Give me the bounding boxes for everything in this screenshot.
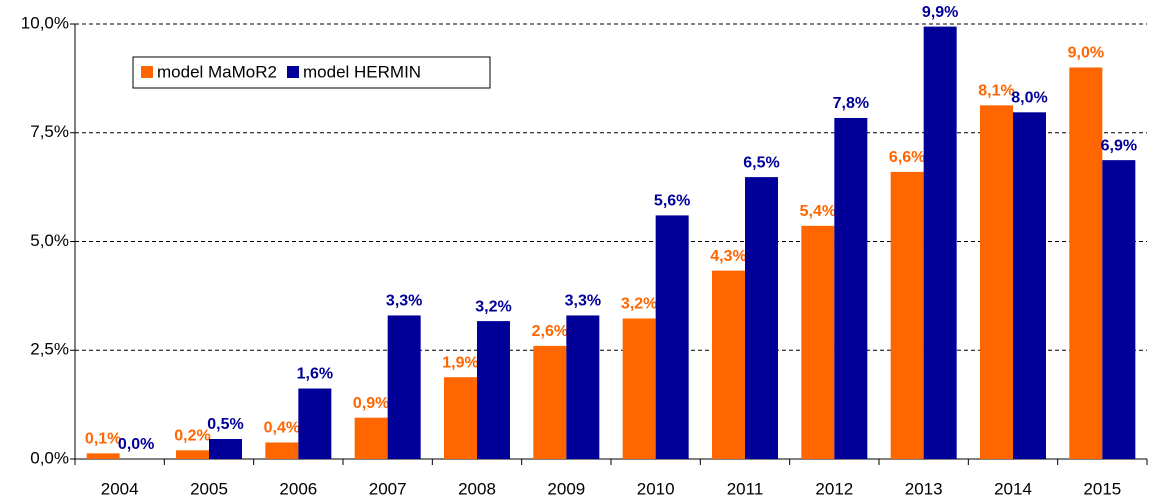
x-tick-label: 2015: [1083, 479, 1121, 498]
value-label: 8,1%: [978, 83, 1014, 100]
value-label: 9,0%: [1068, 45, 1104, 62]
value-label: 0,0%: [118, 436, 154, 453]
value-label: 7,8%: [833, 95, 869, 112]
bar: [1069, 67, 1103, 459]
value-label: 3,3%: [565, 293, 601, 310]
y-tick-label: 0,0%: [30, 448, 69, 467]
x-tick-label: 2011: [727, 479, 764, 498]
legend-swatch: [141, 66, 153, 78]
legend-label: model MaMoR2: [157, 62, 277, 81]
bar: [655, 215, 689, 459]
value-label: 3,2%: [621, 296, 657, 313]
legend-label: model HERMIN: [303, 62, 421, 81]
value-label: 8,0%: [1011, 90, 1047, 107]
bar: [923, 26, 957, 460]
bar: [444, 377, 477, 459]
bar: [1013, 112, 1046, 460]
value-label: 4,3%: [710, 248, 746, 265]
x-tick-label: 2014: [994, 479, 1032, 498]
value-label: 2,6%: [532, 323, 568, 340]
value-label: 0,2%: [174, 428, 210, 445]
bar: [533, 345, 567, 459]
bar: [298, 388, 332, 459]
legend-swatch: [287, 66, 299, 78]
value-label: 3,3%: [386, 293, 422, 310]
bar: [209, 438, 242, 459]
legend: model MaMoR2 model HERMIN: [132, 56, 491, 89]
bar: [566, 315, 600, 459]
bar: [745, 177, 778, 459]
y-tick-label: 5,0%: [30, 231, 69, 250]
value-label: 1,9%: [442, 354, 478, 371]
x-tick-label: 2007: [369, 479, 407, 498]
bar: [265, 442, 299, 459]
bar: [86, 453, 120, 459]
value-label: 0,4%: [264, 420, 300, 437]
legend-box: [132, 56, 491, 89]
x-tick-label: 2004: [101, 479, 139, 498]
value-label: 6,5%: [743, 154, 779, 171]
value-label: 3,2%: [475, 298, 511, 315]
bar: [890, 171, 924, 459]
bar: [834, 117, 868, 460]
value-label: 0,9%: [353, 395, 389, 412]
bar: [622, 318, 656, 459]
value-label: 5,4%: [800, 203, 836, 220]
bar: [980, 105, 1013, 459]
y-tick-label: 10,0%: [21, 13, 69, 32]
y-tick-label: 2,5%: [30, 340, 69, 359]
value-label: 5,6%: [654, 193, 690, 210]
bar: [712, 270, 745, 459]
bar: [477, 321, 510, 459]
x-tick-label: 2009: [547, 479, 585, 498]
x-tick-label: 2013: [905, 479, 943, 498]
bar: [1102, 160, 1136, 459]
bar: [354, 417, 388, 459]
value-label: 6,9%: [1101, 137, 1137, 154]
value-label: 0,5%: [207, 416, 243, 433]
y-tick-label: 7,5%: [30, 122, 69, 141]
value-label: 0,1%: [85, 431, 121, 448]
x-tick-label: 2006: [279, 479, 317, 498]
bar: [801, 225, 835, 459]
x-tick-label: 2008: [458, 479, 496, 498]
x-tick-label: 2010: [637, 479, 675, 498]
x-tick-label: 2005: [190, 479, 228, 498]
bar: [387, 315, 421, 459]
bar: [176, 450, 209, 459]
value-label: 1,6%: [297, 366, 333, 383]
value-label: 6,6%: [889, 149, 925, 166]
value-label: 9,9%: [922, 4, 958, 21]
x-tick-label: 2012: [815, 479, 853, 498]
